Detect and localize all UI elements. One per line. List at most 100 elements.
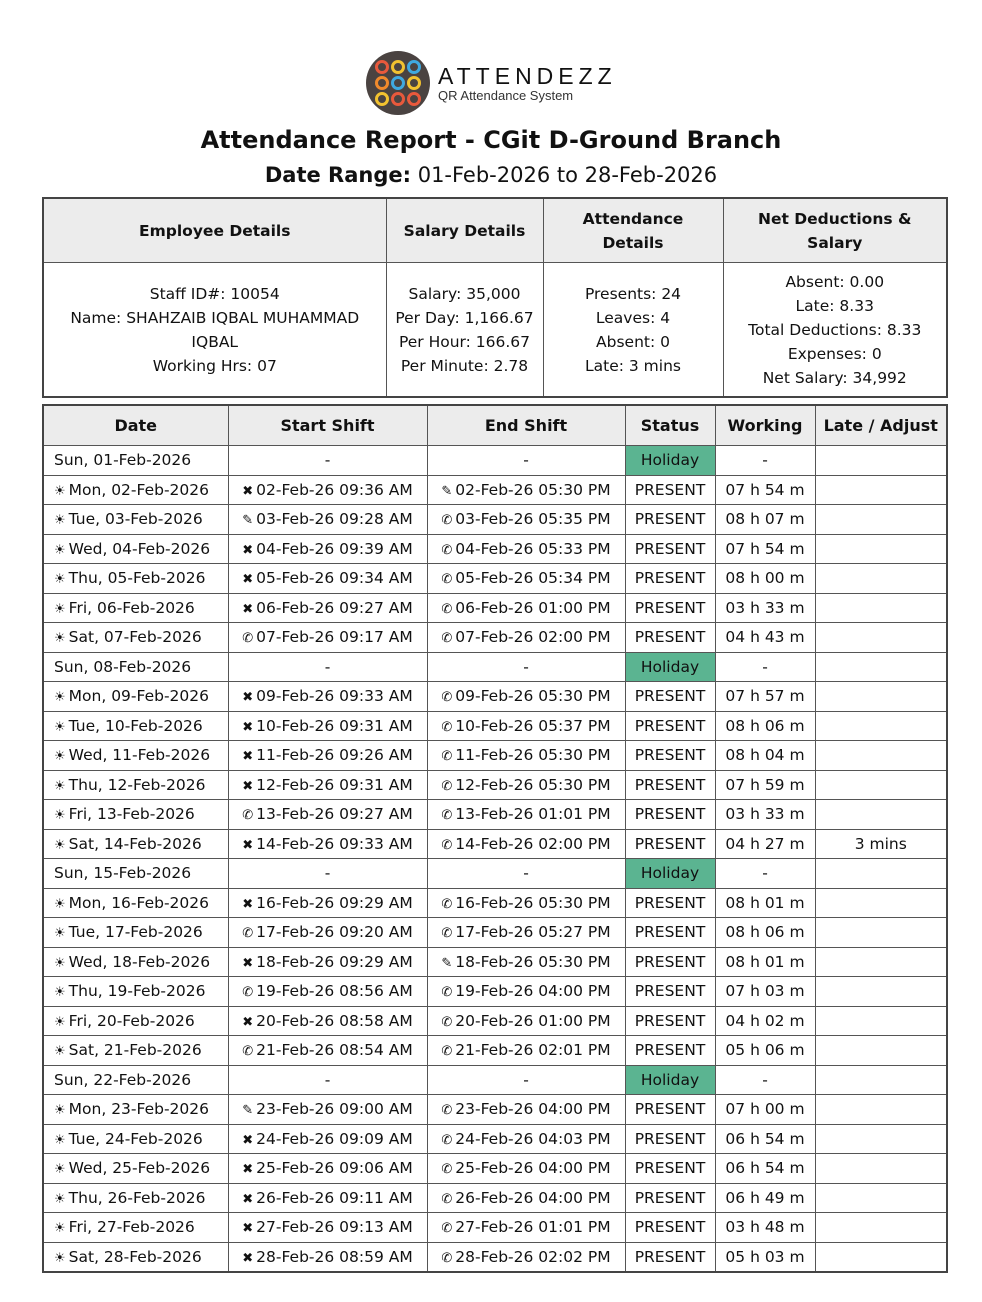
cross-icon: ✖ — [242, 749, 254, 765]
date-cell-text: Sun, 08-Feb-2026 — [54, 657, 192, 676]
phone-icon: ✆ — [242, 985, 254, 1001]
sun-icon: ☀ — [54, 690, 66, 706]
cross-icon: ✖ — [242, 572, 254, 588]
table-row: ☀ Wed, 11-Feb-2026 ✖ 11-Feb-26 09:26 AM ✆ 11-… — [42, 740, 948, 771]
start-shift-cell: - — [227, 445, 428, 476]
late-adjust-cell — [814, 1241, 948, 1273]
start-shift-cell-text: 06-Feb-26 09:27 AM — [256, 598, 413, 617]
date-cell: Sun, 22-Feb-2026 — [42, 1064, 229, 1095]
late-adjust-cell — [814, 1212, 948, 1243]
working-cell: 07 h 54 m — [714, 474, 816, 505]
start-shift-cell-text: 21-Feb-26 08:54 AM — [256, 1041, 413, 1060]
end-shift-cell-text: 06-Feb-26 01:00 PM — [455, 598, 611, 617]
working-cell-text: 08 h 00 m — [725, 569, 805, 588]
summary-line: Presents: 24 — [584, 284, 682, 303]
table-row: ☀ Wed, 25-Feb-2026 ✖ 25-Feb-26 09:06 AM ✆ 25-… — [42, 1153, 948, 1184]
end-shift-cell-text: - — [523, 451, 529, 470]
status-cell-text: PRESENT — [634, 1100, 706, 1119]
date-cell-text: Wed, 04-Feb-2026 — [68, 539, 211, 558]
end-shift-cell-text: 10-Feb-26 05:37 PM — [455, 716, 611, 735]
sun-icon: ☀ — [54, 955, 66, 971]
cross-icon: ✖ — [242, 690, 254, 706]
late-adjust-cell — [814, 799, 948, 830]
end-shift-cell: ✆ 25-Feb-26 04:00 PM — [426, 1153, 626, 1184]
start-shift-cell-text: 24-Feb-26 09:09 AM — [256, 1129, 413, 1148]
late-adjust-cell — [814, 622, 948, 653]
cross-icon: ✖ — [242, 1162, 254, 1178]
date-cell-text: Sat, 21-Feb-2026 — [68, 1041, 202, 1060]
end-shift-cell-text: 17-Feb-26 05:27 PM — [455, 923, 611, 942]
summary-line: Leaves: 4 — [595, 308, 671, 327]
working-cell-text: 05 h 06 m — [725, 1041, 805, 1060]
pencil-icon: ✎ — [441, 955, 453, 971]
sun-icon: ☀ — [54, 1103, 66, 1119]
end-shift-cell: ✆ 13-Feb-26 01:01 PM — [426, 799, 626, 830]
status-cell-text: PRESENT — [634, 746, 706, 765]
table-row: ☀ Sat, 07-Feb-2026 ✆ 07-Feb-26 09:17 AM ✆ 07-… — [42, 622, 948, 653]
header-employee-details: Employee Details — [42, 197, 387, 263]
status-cell: PRESENT — [624, 887, 716, 918]
working-cell-text: 08 h 06 m — [725, 923, 805, 942]
working-cell: 04 h 27 m — [714, 828, 816, 859]
table-row: ☀ Mon, 09-Feb-2026 ✖ 09-Feb-26 09:33 AM ✆ 09-… — [42, 681, 948, 712]
date-cell-text: Tue, 24-Feb-2026 — [68, 1129, 203, 1148]
working-cell: 07 h 03 m — [714, 976, 816, 1007]
status-cell: PRESENT — [624, 1035, 716, 1066]
start-shift-cell: ✆ 21-Feb-26 08:54 AM — [227, 1035, 428, 1066]
header-late-adjust: Late / Adjust — [814, 404, 948, 446]
start-shift-cell: ✖ 02-Feb-26 09:36 AM — [227, 474, 428, 505]
summary-line: Late: 3 mins — [585, 356, 681, 375]
start-shift-cell: ✎ 23-Feb-26 09:00 AM — [227, 1094, 428, 1125]
summary-line: Expenses: 0 — [787, 344, 882, 363]
date-cell-text: Wed, 25-Feb-2026 — [68, 1159, 211, 1178]
date-range: Date Range: 01-Feb-2026 to 28-Feb-2026 — [0, 163, 982, 187]
date-cell: ☀ Fri, 13-Feb-2026 — [42, 799, 229, 830]
working-cell-text: 05 h 03 m — [725, 1247, 805, 1266]
date-cell: ☀ Mon, 02-Feb-2026 — [42, 474, 229, 505]
end-shift-cell: ✆ 16-Feb-26 05:30 PM — [426, 887, 626, 918]
working-cell-text: 06 h 49 m — [725, 1188, 805, 1207]
table-row: ☀ Thu, 19-Feb-2026 ✆ 19-Feb-26 08:56 AM ✆ 19-… — [42, 976, 948, 1007]
date-cell: ☀ Tue, 10-Feb-2026 — [42, 710, 229, 741]
working-cell: 07 h 57 m — [714, 681, 816, 712]
status-cell-text: Holiday — [640, 1070, 700, 1089]
date-cell-text: Sun, 15-Feb-2026 — [54, 864, 192, 883]
late-adjust-cell — [814, 1182, 948, 1213]
sun-icon: ☀ — [54, 1250, 66, 1266]
end-shift-cell: ✆ 07-Feb-26 02:00 PM — [426, 622, 626, 653]
date-cell: ☀ Mon, 23-Feb-2026 — [42, 1094, 229, 1125]
status-cell: PRESENT — [624, 799, 716, 830]
sun-icon: ☀ — [54, 1044, 66, 1060]
start-shift-cell-text: 07-Feb-26 09:17 AM — [256, 628, 413, 647]
late-adjust-cell — [814, 946, 948, 977]
working-cell-text: 07 h 03 m — [725, 982, 805, 1001]
phone-icon: ✆ — [441, 837, 453, 853]
end-shift-cell-text: 25-Feb-26 04:00 PM — [455, 1159, 611, 1178]
end-shift-cell: ✆ 06-Feb-26 01:00 PM — [426, 592, 626, 623]
status-cell-text: Holiday — [640, 864, 700, 883]
date-cell: ☀ Sat, 28-Feb-2026 — [42, 1241, 229, 1273]
status-cell-text: PRESENT — [634, 952, 706, 971]
date-cell: ☀ Fri, 27-Feb-2026 — [42, 1212, 229, 1243]
working-cell: 08 h 00 m — [714, 563, 816, 594]
status-cell: PRESENT — [624, 1153, 716, 1184]
status-cell-text: PRESENT — [634, 805, 706, 824]
brand-tagline: QR Attendance System — [438, 87, 574, 103]
deduction-details: Absent: 0.00 Late: 8.33 Total Deductions: … — [722, 262, 948, 398]
late-adjust-cell — [814, 887, 948, 918]
date-cell-text: Sun, 22-Feb-2026 — [54, 1070, 192, 1089]
working-cell: - — [714, 1064, 816, 1095]
end-shift-cell: ✆ 19-Feb-26 04:00 PM — [426, 976, 626, 1007]
status-cell: PRESENT — [624, 769, 716, 800]
summary-table: Employee Details Salary Details Attendan… — [42, 197, 948, 398]
date-cell: ☀ Tue, 24-Feb-2026 — [42, 1123, 229, 1154]
start-shift-cell-text: 18-Feb-26 09:29 AM — [256, 952, 413, 971]
sun-icon: ☀ — [54, 601, 66, 617]
working-cell-text: 08 h 07 m — [725, 510, 805, 529]
date-cell: ☀ Sat, 21-Feb-2026 — [42, 1035, 229, 1066]
table-row: ☀ Thu, 05-Feb-2026 ✖ 05-Feb-26 09:34 AM ✆ 05-… — [42, 563, 948, 594]
date-cell: Sun, 15-Feb-2026 — [42, 858, 229, 889]
status-cell-text: PRESENT — [634, 1011, 706, 1030]
phone-icon: ✆ — [441, 1221, 453, 1237]
end-shift-cell: - — [426, 858, 626, 889]
